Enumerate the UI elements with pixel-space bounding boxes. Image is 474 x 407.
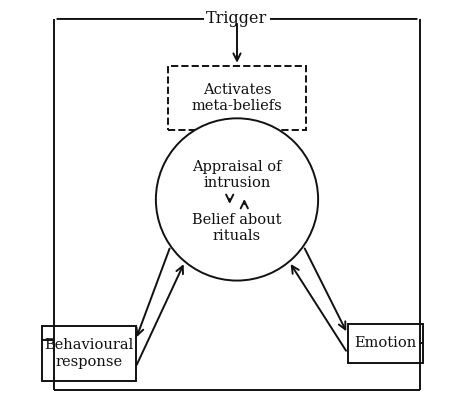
- FancyBboxPatch shape: [42, 326, 136, 381]
- FancyBboxPatch shape: [347, 324, 422, 363]
- Text: Activates
meta-beliefs: Activates meta-beliefs: [191, 83, 283, 113]
- Text: Behavioural
response: Behavioural response: [45, 339, 134, 369]
- Text: Trigger: Trigger: [206, 11, 268, 27]
- Text: Belief about
rituals: Belief about rituals: [192, 213, 282, 243]
- Text: Emotion: Emotion: [354, 337, 416, 350]
- Circle shape: [156, 118, 318, 280]
- Text: Appraisal of
intrusion: Appraisal of intrusion: [192, 160, 282, 190]
- FancyBboxPatch shape: [168, 66, 306, 131]
